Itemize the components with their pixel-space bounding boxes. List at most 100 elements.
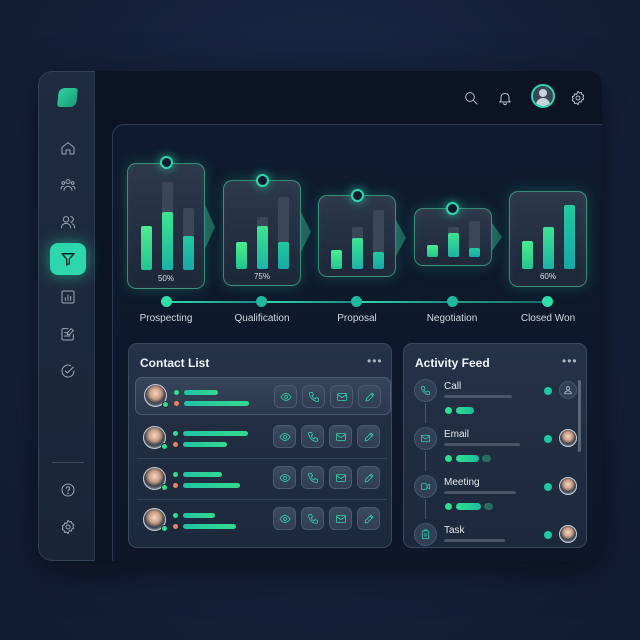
sidebar-item-completed[interactable] [51, 356, 85, 386]
eye-icon [279, 514, 290, 523]
more-options-button[interactable]: ••• [367, 354, 383, 368]
contact-row[interactable] [135, 501, 391, 539]
row-divider [137, 499, 387, 500]
home-icon [61, 142, 75, 155]
contact-list-title: Contact List [140, 356, 210, 370]
feed-text-placeholder [444, 443, 520, 446]
sidebar-item-home[interactable] [51, 133, 85, 163]
stage-card-proposal[interactable] [318, 195, 396, 277]
timeline-dot-prospecting[interactable] [161, 296, 172, 307]
sidebar-item-contacts[interactable] [51, 207, 85, 237]
view-button[interactable] [273, 425, 296, 448]
more-options-button[interactable]: ••• [562, 354, 578, 368]
feed-label: Meeting [444, 477, 480, 488]
email-button[interactable] [329, 466, 352, 489]
leaf-logo-icon[interactable] [57, 88, 78, 107]
edit-button[interactable] [357, 507, 380, 530]
call-button[interactable] [301, 507, 324, 530]
status-dot [173, 472, 178, 477]
feed-label: Task [444, 525, 465, 536]
status-dot [174, 390, 179, 395]
contact-row[interactable] [135, 377, 391, 415]
online-indicator [161, 525, 168, 532]
feed-item-task[interactable]: Task [414, 523, 579, 567]
call-button[interactable] [302, 385, 325, 408]
contact-name-placeholder [183, 431, 248, 436]
sidebar-divider [52, 462, 84, 463]
call-button[interactable] [301, 466, 324, 489]
notifications-button[interactable] [494, 87, 516, 109]
timeline-dot-proposal[interactable] [351, 296, 362, 307]
sidebar-item-reports[interactable] [51, 282, 85, 312]
progress-pill-remaining [482, 455, 491, 462]
feed-item-email[interactable]: Email [414, 427, 579, 471]
settings-button[interactable] [567, 87, 589, 109]
timeline-dot-qualification[interactable] [256, 296, 267, 307]
sidebar-item-help[interactable] [51, 475, 85, 505]
phone-icon [421, 386, 430, 395]
contact-row[interactable] [135, 460, 391, 498]
contact-row[interactable] [135, 419, 391, 457]
view-button[interactable] [274, 385, 297, 408]
contact-avatar [143, 426, 168, 450]
contact-name-placeholder [183, 513, 215, 518]
edit-button[interactable] [358, 385, 381, 408]
feed-connector [425, 403, 426, 423]
stage-label-prospecting: Prospecting [139, 313, 193, 324]
email-button[interactable] [329, 425, 352, 448]
sidebar-item-settings[interactable] [51, 512, 85, 542]
stage-card-negotiation[interactable] [414, 208, 492, 266]
sidebar-item-teams[interactable] [51, 170, 85, 200]
status-dot [173, 513, 178, 518]
sidebar-item-tasks[interactable] [51, 319, 85, 349]
eye-icon [279, 432, 290, 441]
pencil-icon [365, 392, 374, 401]
assignee-avatar[interactable] [559, 429, 577, 447]
contact-detail-placeholder [183, 524, 236, 529]
stage-node [256, 174, 269, 187]
stage-arrow [205, 205, 215, 249]
edit-button[interactable] [357, 425, 380, 448]
timeline-dot-closed-won[interactable] [542, 296, 553, 307]
sidebar-item-pipeline[interactable] [50, 243, 86, 275]
email-button[interactable] [329, 507, 352, 530]
online-indicator [161, 443, 168, 450]
assignee-avatar[interactable] [559, 525, 577, 543]
feed-text-placeholder [444, 539, 505, 542]
assignee-avatar[interactable] [559, 477, 577, 495]
search-icon [465, 92, 478, 105]
feed-icon [414, 523, 437, 546]
timeline-connector [172, 301, 256, 303]
call-button[interactable] [301, 425, 324, 448]
stage-card-prospecting[interactable]: 50% [127, 163, 205, 289]
timeline-dot-negotiation[interactable] [447, 296, 458, 307]
stage-node [351, 189, 364, 202]
assignee-avatar[interactable] [559, 381, 577, 399]
search-button[interactable] [460, 87, 482, 109]
view-button[interactable] [273, 507, 296, 530]
stage-label-negotiation: Negotiation [426, 313, 478, 324]
view-button[interactable] [273, 466, 296, 489]
stage-card-qualification[interactable]: 75% [223, 180, 301, 286]
team-icon [60, 179, 76, 191]
progress-dot [445, 503, 452, 510]
activity-feed-title: Activity Feed [415, 356, 490, 370]
contact-avatar [143, 467, 168, 491]
bar-chart-icon [61, 290, 75, 304]
pencil-icon [364, 514, 373, 523]
check-circle-icon [61, 364, 75, 378]
scrollbar[interactable] [578, 380, 581, 452]
stage-card-closed-won[interactable]: 60% [509, 191, 587, 287]
user-avatar[interactable] [531, 84, 555, 108]
contact-detail-placeholder [183, 442, 227, 447]
mail-icon [335, 432, 346, 441]
contact-detail-placeholder [184, 401, 249, 406]
stage-node [446, 202, 459, 215]
feed-item-call[interactable]: Call [414, 379, 579, 423]
email-button[interactable] [330, 385, 353, 408]
online-indicator [161, 484, 168, 491]
edit-button[interactable] [357, 466, 380, 489]
clipboard-icon [421, 529, 430, 539]
feed-item-meeting[interactable]: Meeting [414, 475, 579, 519]
feed-label: Email [444, 429, 470, 440]
